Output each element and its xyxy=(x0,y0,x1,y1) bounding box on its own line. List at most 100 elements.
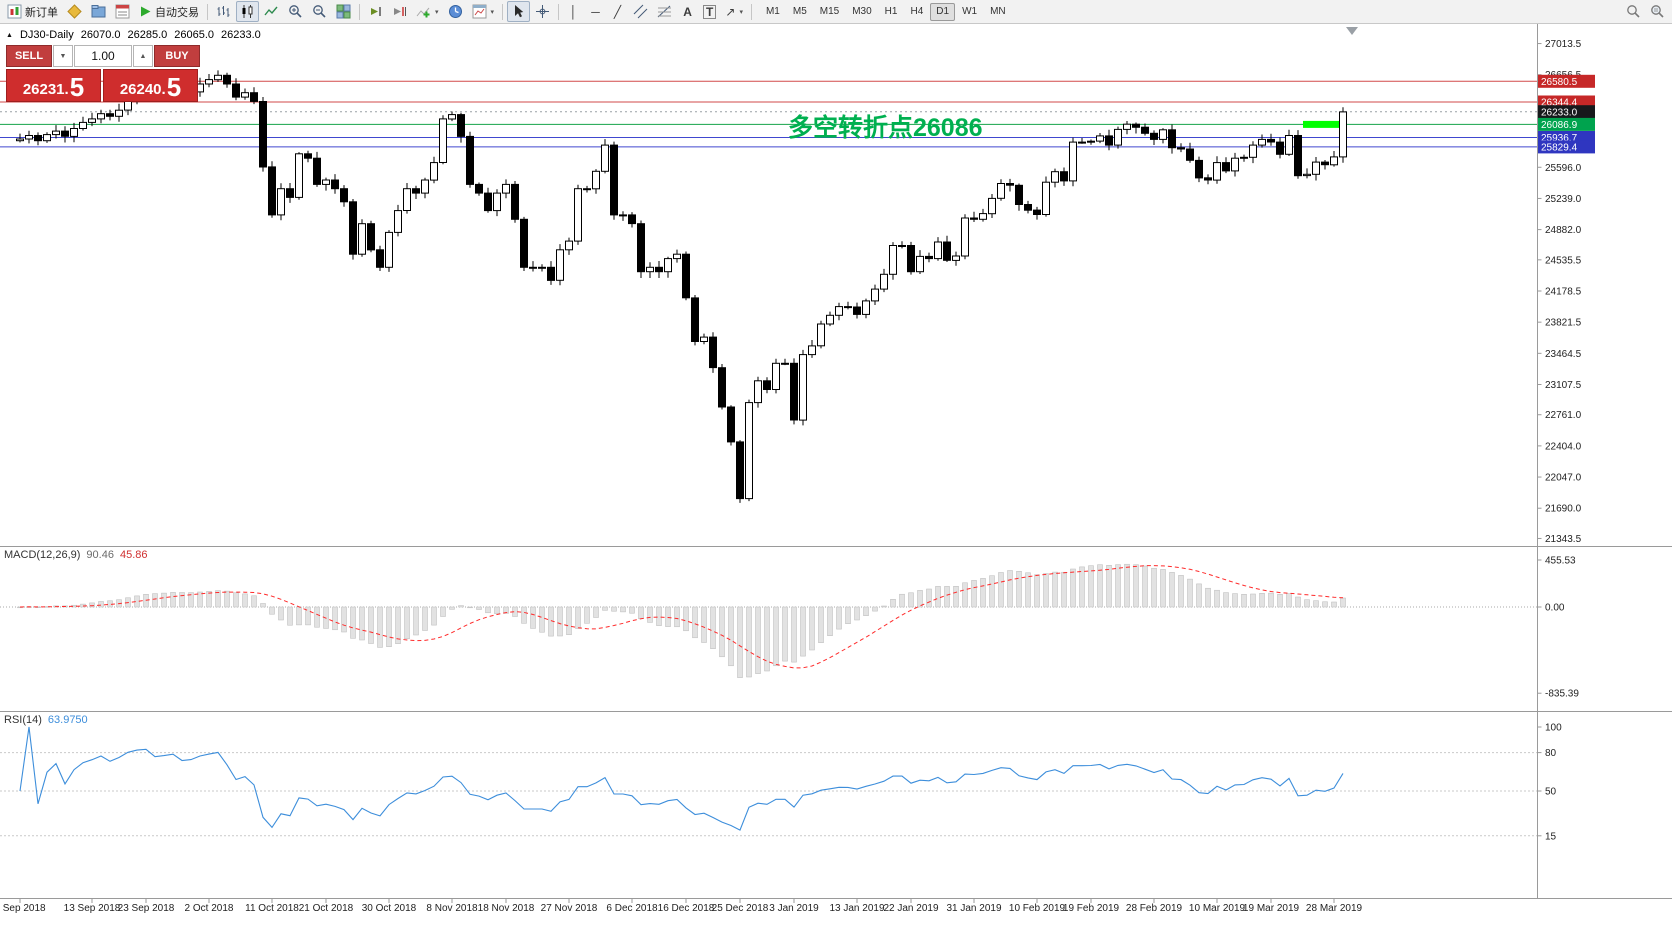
text-label-tool-button[interactable]: T xyxy=(699,1,720,22)
chart-header: ▲ DJ30-Daily 26070.0 26285.0 26065.0 262… xyxy=(6,29,261,41)
macd-name: MACD(12,26,9) xyxy=(4,549,81,561)
arrows-tool-button[interactable]: ↗ ▾ xyxy=(721,1,747,22)
templates-button[interactable]: ▾ xyxy=(468,1,499,22)
toolbar-separator xyxy=(359,3,360,20)
fibonacci-tool-button[interactable] xyxy=(653,1,676,22)
candle xyxy=(664,258,672,273)
candle xyxy=(313,157,321,185)
auto-trading-button[interactable]: 自动交易 xyxy=(135,1,203,22)
line-chart-mode-button[interactable] xyxy=(260,1,283,22)
collapse-icon[interactable]: ▲ xyxy=(6,31,13,39)
panel-splitter-rsi[interactable] xyxy=(0,710,1672,714)
timeframe-button-h4[interactable]: H4 xyxy=(904,3,929,21)
cursor-tool-button[interactable] xyxy=(507,1,531,22)
chart-shift-icon xyxy=(394,7,406,16)
timeframe-button-w1[interactable]: W1 xyxy=(956,3,983,21)
time-axis[interactable] xyxy=(0,898,1537,919)
candle xyxy=(1267,138,1275,143)
candle xyxy=(70,128,78,137)
channel-icon xyxy=(633,4,648,19)
new-chart-button[interactable] xyxy=(63,1,86,22)
text-tool-icon: A xyxy=(683,4,692,19)
svg-text:26086.9: 26086.9 xyxy=(1541,120,1578,131)
new-order-button[interactable]: 新订单 xyxy=(3,1,62,22)
candle xyxy=(1231,157,1239,172)
candle xyxy=(340,188,348,203)
text-tool-button[interactable]: A xyxy=(677,1,698,22)
buy-price-big-digit: 5 xyxy=(166,72,182,102)
candle xyxy=(574,188,582,242)
periods-button[interactable] xyxy=(444,1,467,22)
candle xyxy=(448,114,456,120)
candle xyxy=(1339,111,1347,158)
volume-increase-button[interactable]: ▲ xyxy=(133,45,153,67)
zoom-out-button[interactable] xyxy=(308,1,331,22)
buy-price-button[interactable]: 26240. 5 xyxy=(103,69,198,102)
indicators-button[interactable]: ▾ xyxy=(412,1,443,22)
svg-text:16 Dec 2018: 16 Dec 2018 xyxy=(658,903,715,914)
auto-scroll-button[interactable] xyxy=(364,1,387,22)
data-window-button[interactable] xyxy=(111,1,134,22)
candle xyxy=(556,249,564,281)
profiles-button[interactable] xyxy=(87,1,110,22)
macd-signal-line xyxy=(19,565,1344,669)
svg-text:18 Nov 2018: 18 Nov 2018 xyxy=(478,903,535,914)
volume-input[interactable] xyxy=(74,45,132,67)
svg-text:26344.4: 26344.4 xyxy=(1541,98,1578,109)
candle xyxy=(106,113,114,117)
horizontal-line-tool-button[interactable]: ─ xyxy=(585,1,606,22)
price-axis[interactable] xyxy=(1537,24,1672,898)
magnifier-tool-button[interactable] xyxy=(1646,1,1669,22)
price-tag xyxy=(1538,105,1595,119)
candle xyxy=(520,218,528,268)
timeframe-button-m5[interactable]: M5 xyxy=(787,3,813,21)
candle xyxy=(826,314,834,325)
tile-windows-button[interactable] xyxy=(332,1,355,22)
zoom-in-button[interactable] xyxy=(284,1,307,22)
candle xyxy=(1024,204,1032,211)
horizontal-lines-layer[interactable] xyxy=(0,80,1537,148)
timeframe-button-m15[interactable]: M15 xyxy=(814,3,845,21)
volume-decrease-button[interactable]: ▼ xyxy=(53,45,73,67)
timeframe-button-m30[interactable]: M30 xyxy=(846,3,877,21)
candle xyxy=(754,380,762,404)
timeframe-button-mn[interactable]: MN xyxy=(984,3,1012,21)
candle xyxy=(1006,183,1014,186)
search-button[interactable] xyxy=(1622,1,1645,22)
bar-chart-mode-button[interactable] xyxy=(212,1,235,22)
highlight-segment[interactable] xyxy=(1303,120,1343,128)
chart-shift-marker[interactable] xyxy=(1346,27,1358,35)
timeframe-button-h1[interactable]: H1 xyxy=(879,3,904,21)
candle xyxy=(511,183,519,220)
candle xyxy=(1159,129,1167,140)
panel-splitter-timeaxis[interactable] xyxy=(0,897,1672,901)
macd-main-value: 90.46 xyxy=(86,549,114,561)
channel-tool-button[interactable] xyxy=(629,1,652,22)
timeframe-button-d1[interactable]: D1 xyxy=(930,2,956,21)
candle xyxy=(79,121,87,130)
chart-annotation-text[interactable]: 多空转折点26086 xyxy=(788,114,983,142)
rsi-name: RSI(14) xyxy=(4,714,42,726)
candle xyxy=(1033,209,1041,216)
crosshair-tool-button[interactable] xyxy=(531,1,554,22)
candle xyxy=(1096,135,1104,142)
timeframe-button-m1[interactable]: M1 xyxy=(760,3,786,21)
svg-text:22 Jan 2019: 22 Jan 2019 xyxy=(883,903,938,914)
candle xyxy=(349,201,357,255)
chart-window[interactable]: 27013.526656.525596.025239.024882.024535… xyxy=(0,24,1672,947)
arrows-icon: ↗ xyxy=(725,4,736,19)
vertical-line-tool-button[interactable]: │ xyxy=(563,1,584,22)
candlestick-mode-button[interactable] xyxy=(236,1,259,22)
cursor-icon xyxy=(515,5,524,18)
panel-splitter-macd[interactable] xyxy=(0,545,1672,549)
trendline-tool-button[interactable]: ╱ xyxy=(607,1,628,22)
sell-price-button[interactable]: 26231. 5 xyxy=(6,69,101,102)
candle xyxy=(1195,159,1203,179)
new-chart-icon xyxy=(67,4,82,19)
chart-shift-button[interactable] xyxy=(388,1,411,22)
sell-button[interactable]: SELL xyxy=(6,45,52,67)
buy-button[interactable]: BUY xyxy=(154,45,200,67)
candle xyxy=(691,297,699,342)
